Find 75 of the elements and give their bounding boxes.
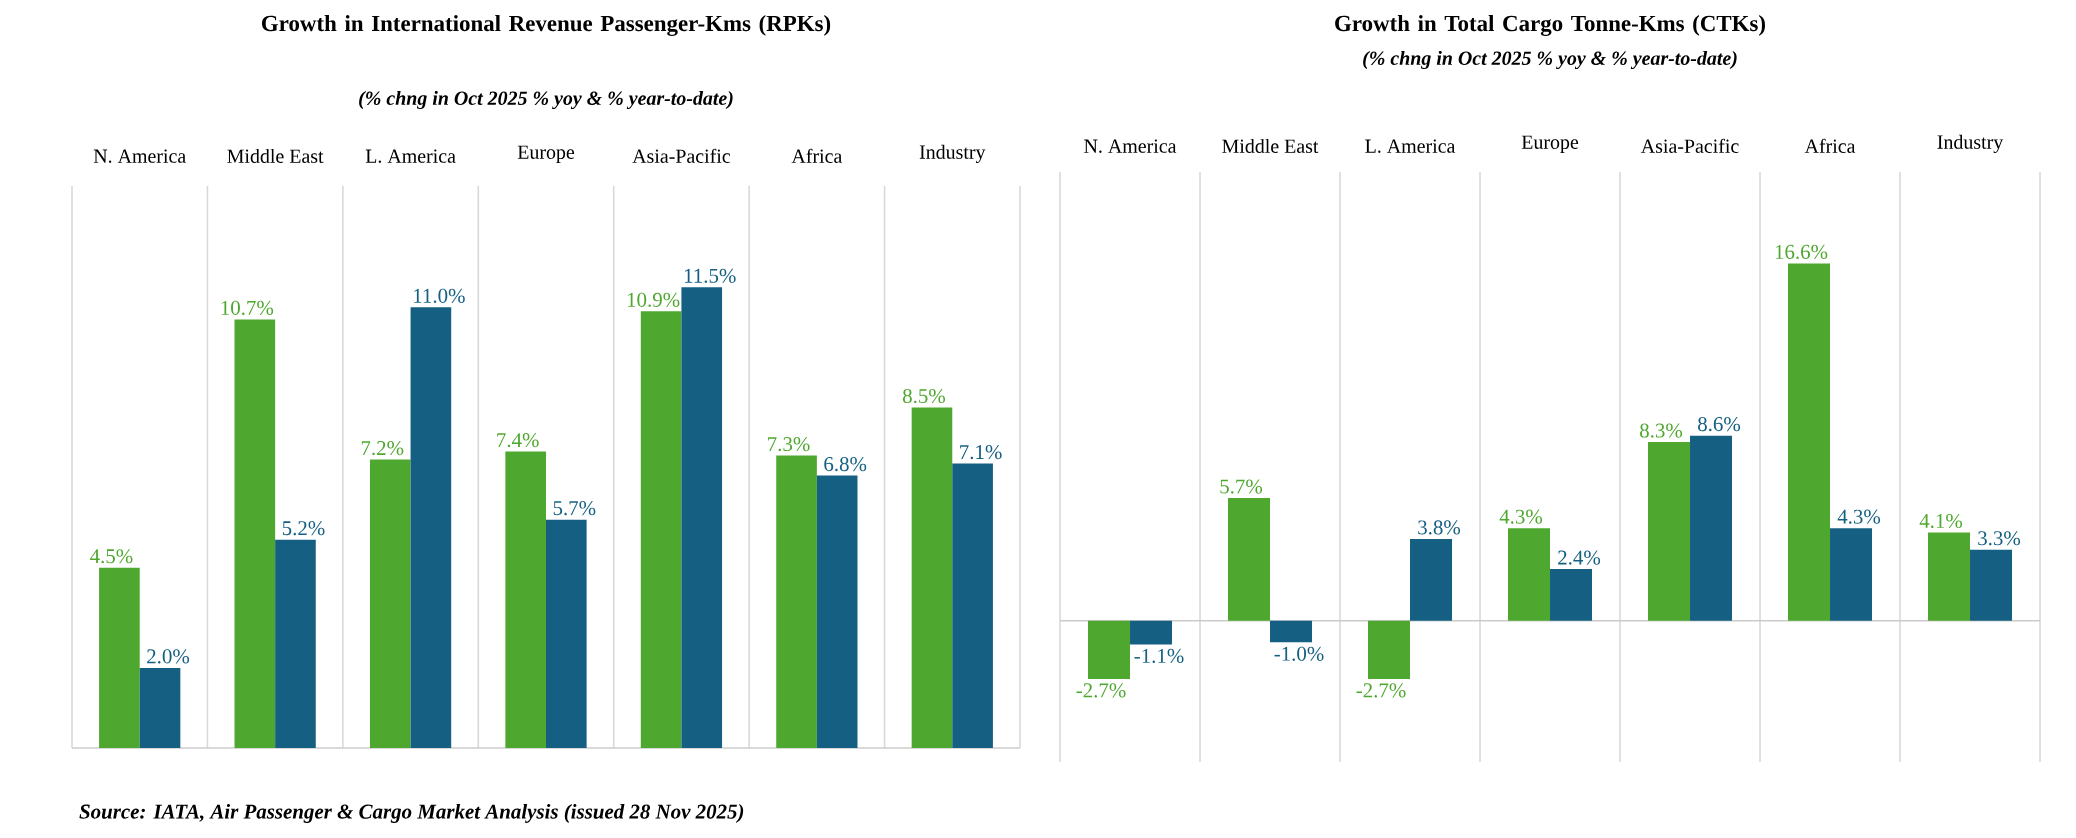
x-tick-label: Asia-Pacific [1640, 138, 1739, 153]
data-label: 11.0% [414, 288, 465, 303]
x-tick-label: Europe [1521, 135, 1579, 153]
x-tick-label: Middle East [227, 148, 324, 163]
data-label: 2.4% [1558, 550, 1601, 565]
data-label: 8.6% [1698, 417, 1741, 432]
bar [1228, 498, 1271, 621]
bar [410, 307, 452, 748]
data-label: 4.5% [90, 549, 133, 564]
chart-subtitle: (% chng in Oct 2025 % yoy & % year-to-date) [1363, 50, 1737, 70]
bar [1648, 442, 1691, 621]
data-label: 6.8% [824, 457, 867, 472]
x-tick-label: L. America [365, 149, 456, 163]
source-note: Source: IATA, Air Passenger & Cargo Market Analysis (issued 28 Nov 2025) [79, 803, 744, 823]
bar [681, 287, 723, 748]
data-label: 10.7% [221, 300, 274, 315]
data-label: 4.1% [1919, 513, 1963, 529]
bar [546, 519, 587, 748]
bar [1970, 549, 2013, 621]
chart-title: Growth in Total Cargo Tonne-Kms (CTKs) [1335, 15, 1765, 36]
chart-subtitle: (% chng in Oct 2025 % yoy & % year-to-date) [359, 90, 733, 110]
x-tick-label: Industry [1937, 134, 2004, 153]
data-label: 8.5% [902, 388, 946, 404]
data-label: 2.0% [147, 649, 190, 664]
data-label: 7.1% [960, 444, 1002, 460]
bar [776, 455, 817, 748]
data-label: 7.2% [361, 440, 404, 456]
bar [505, 451, 546, 748]
data-label: 7.4% [497, 432, 539, 448]
data-label: -2.7% [1356, 683, 1406, 698]
bar [1368, 620, 1411, 679]
x-tick-label: Industry [919, 144, 986, 163]
data-label: -2.7% [1076, 683, 1126, 698]
data-label: 7.3% [768, 436, 810, 452]
data-label: 16.6% [1775, 244, 1828, 259]
bar [1550, 569, 1593, 621]
x-tick-label: Asia-Pacific [632, 148, 731, 163]
bar [1830, 528, 1873, 621]
bar [1508, 528, 1551, 621]
bar [275, 539, 316, 748]
bar [1270, 620, 1313, 643]
x-tick-label: N. America [1084, 139, 1177, 153]
bar [1130, 620, 1173, 645]
bar [1690, 435, 1733, 621]
x-tick-label: L. America [1365, 139, 1456, 153]
data-label: 8.3% [1640, 423, 1683, 438]
bar [1928, 532, 1971, 621]
data-label: 3.8% [1418, 520, 1461, 535]
data-label: 3.3% [1978, 531, 2021, 546]
bar [952, 463, 993, 748]
data-label: 10.9% [627, 292, 680, 307]
data-label: 4.3% [1499, 509, 1543, 524]
bar [99, 567, 140, 748]
bar [234, 319, 276, 748]
data-label: -1.0% [1274, 646, 1324, 661]
x-tick-label: N. America [93, 149, 186, 163]
data-label: 5.7% [1220, 479, 1263, 494]
data-label: 11.5% [684, 268, 736, 283]
x-tick-label: Africa [1804, 138, 1856, 153]
chart-title: Growth in International Revenue Passenger-Kms (RPKs) [261, 15, 831, 36]
bar [139, 667, 181, 748]
data-label: -1.1% [1134, 648, 1184, 664]
x-tick-label: Europe [517, 145, 575, 163]
x-tick-label: Africa [791, 148, 843, 163]
bar [1788, 263, 1831, 621]
bar [816, 475, 858, 748]
data-label: 4.3% [1837, 509, 1881, 524]
x-tick-label: Middle East [1222, 138, 1319, 153]
bar [1088, 620, 1131, 679]
bar [640, 311, 682, 748]
data-label: 5.2% [282, 521, 325, 536]
bar [911, 407, 953, 748]
bar [1410, 538, 1453, 621]
data-label: 5.7% [553, 501, 596, 516]
bar [369, 459, 411, 748]
